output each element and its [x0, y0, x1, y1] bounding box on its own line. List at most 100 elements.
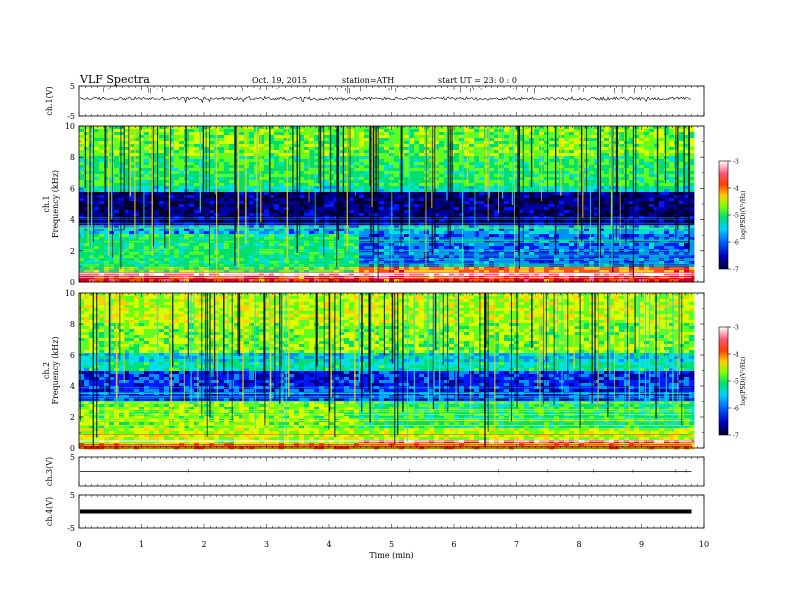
spec-cell	[639, 150, 645, 154]
spec-cell	[554, 168, 560, 172]
spec-cell	[464, 165, 470, 169]
spec-cell	[494, 177, 500, 181]
spec-cell	[584, 234, 590, 238]
spec-cell	[439, 189, 445, 193]
spec-cell	[269, 198, 275, 202]
spec-cell	[309, 147, 315, 151]
spec-cell	[119, 192, 125, 196]
spec-cell	[554, 225, 560, 229]
spec-cell	[244, 192, 250, 196]
spec-cell	[469, 156, 475, 160]
spec-cell	[489, 132, 495, 136]
spec-cell	[324, 129, 330, 133]
spec-cell	[129, 177, 135, 181]
spec-cell	[414, 204, 420, 208]
spec-cell	[514, 219, 520, 223]
spec-cell	[234, 240, 240, 244]
spec-cell	[179, 180, 185, 184]
spec-cell	[639, 219, 645, 223]
spec-cell	[394, 210, 400, 214]
spec-cell	[679, 141, 685, 145]
spec-cell	[139, 159, 145, 163]
spec-cell	[279, 159, 285, 163]
spec-cell	[314, 219, 320, 223]
spec-cell	[279, 168, 285, 172]
spec-cell	[114, 201, 120, 205]
spec-cell	[264, 219, 270, 223]
spec-cell	[619, 162, 625, 166]
spec-cell	[459, 228, 465, 232]
spec-cell	[489, 135, 495, 139]
spec-cell	[439, 180, 445, 184]
spec-cell	[159, 231, 165, 235]
spec-cell	[354, 159, 360, 163]
spec-cell	[409, 165, 415, 169]
spec-cell	[474, 234, 480, 238]
spec-cell	[454, 156, 460, 160]
spec-cell	[144, 144, 150, 148]
spec-cell	[229, 237, 235, 241]
spec-cell	[134, 162, 140, 166]
spec-cell	[659, 156, 665, 160]
spec-cell	[329, 231, 335, 235]
spec-cell	[474, 156, 480, 160]
spec-cell	[584, 240, 590, 244]
spec-cell	[319, 195, 325, 199]
spec-cell	[489, 177, 495, 181]
spec-cell	[384, 183, 390, 187]
spec-cell	[469, 129, 475, 133]
spec-cell	[269, 138, 275, 142]
spec-cell	[544, 213, 550, 217]
spec-cell	[574, 201, 580, 205]
spec-cell	[314, 129, 320, 133]
spec-cell	[199, 177, 205, 181]
spec-cell	[359, 174, 365, 178]
spec-cell	[519, 198, 525, 202]
spec-cell	[164, 138, 170, 142]
spec-cell	[364, 165, 370, 169]
spec-cell	[639, 213, 645, 217]
spec-cell	[684, 180, 690, 184]
spec-cell	[434, 189, 440, 193]
spec-cell	[364, 189, 370, 193]
spec-cell	[439, 144, 445, 148]
spec-cell	[379, 186, 385, 190]
spec-cell	[634, 195, 640, 199]
spec-cell	[639, 240, 645, 244]
spec-cell	[229, 147, 235, 151]
spec-cell	[144, 207, 150, 211]
spec-cell	[354, 195, 360, 199]
spec-cell	[234, 186, 240, 190]
spec-cell	[419, 159, 425, 163]
spec-cell	[394, 174, 400, 178]
spec-cell	[194, 192, 200, 196]
spec-cell	[634, 156, 640, 160]
spec-cell	[314, 138, 320, 142]
spec-cell	[329, 204, 335, 208]
spec-cell	[644, 204, 650, 208]
spec-cell	[84, 186, 90, 190]
spec-cell	[669, 144, 675, 148]
spec-cell	[649, 219, 655, 223]
spec-cell	[209, 135, 215, 139]
spec-cell	[374, 231, 380, 235]
spec-cell	[164, 195, 170, 199]
spec-cell	[619, 174, 625, 178]
spec-cell	[274, 153, 280, 157]
spec-cell	[404, 165, 410, 169]
spec-cell	[274, 222, 280, 226]
spec-cell	[229, 171, 235, 175]
spec-cell	[544, 138, 550, 142]
spec-cell	[154, 129, 160, 133]
spec-cell	[94, 246, 100, 250]
spec-cell	[179, 222, 185, 226]
spec-cell	[484, 210, 490, 214]
spec-cell	[569, 186, 575, 190]
spec-cell	[324, 156, 330, 160]
spec-cell	[499, 141, 505, 145]
spec-cell	[674, 174, 680, 178]
spec-cell	[514, 147, 520, 151]
spec-cell	[419, 198, 425, 202]
spec-cell	[504, 234, 510, 238]
spec-cell	[514, 141, 520, 145]
